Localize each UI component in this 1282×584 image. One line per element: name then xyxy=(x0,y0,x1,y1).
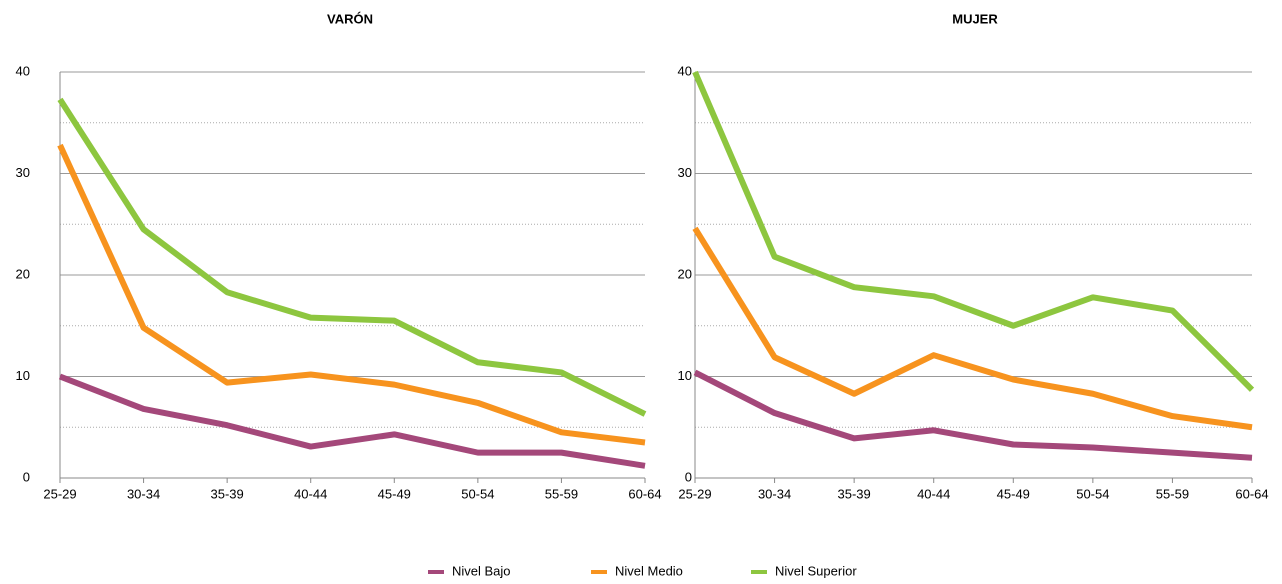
x-tick-label: 50-54 xyxy=(461,486,494,501)
y-tick-label: 30 xyxy=(16,165,30,180)
y-tick-label: 20 xyxy=(16,266,30,281)
y-tick-label: 10 xyxy=(678,368,692,383)
x-tick-label: 35-39 xyxy=(838,486,871,501)
x-tick-label: 60-64 xyxy=(628,486,661,501)
legend-label: Nivel Superior xyxy=(775,563,857,578)
series-line xyxy=(57,143,646,446)
x-tick-label: 35-39 xyxy=(211,486,244,501)
y-tick-label: 40 xyxy=(678,63,692,78)
x-tick-label: 30-34 xyxy=(127,486,160,501)
x-tick-label: 60-64 xyxy=(1235,486,1268,501)
x-tick-label: 55-59 xyxy=(1156,486,1189,501)
x-tick-label: 25-29 xyxy=(678,486,711,501)
legend-label: Nivel Medio xyxy=(615,563,683,578)
x-tick-label: 45-49 xyxy=(378,486,411,501)
chart-title: VARÓN xyxy=(327,11,373,26)
x-tick-label: 30-34 xyxy=(758,486,791,501)
series-line xyxy=(693,369,1253,461)
y-tick-label: 20 xyxy=(678,266,692,281)
y-tick-label: 30 xyxy=(678,165,692,180)
y-tick-label: 40 xyxy=(16,63,30,78)
x-tick-label: 45-49 xyxy=(997,486,1030,501)
series-line xyxy=(692,226,1253,431)
legend-label: Nivel Bajo xyxy=(452,563,511,578)
y-tick-label: 0 xyxy=(685,469,692,484)
series-line xyxy=(692,70,1255,392)
y-tick-label: 10 xyxy=(16,368,30,383)
y-tick-label: 0 xyxy=(23,469,30,484)
x-tick-label: 40-44 xyxy=(917,486,950,501)
chart-title: MUJER xyxy=(952,11,998,26)
x-tick-label: 40-44 xyxy=(294,486,327,501)
series-line xyxy=(57,97,647,417)
x-tick-label: 55-59 xyxy=(545,486,578,501)
x-tick-label: 50-54 xyxy=(1076,486,1109,501)
series-line xyxy=(58,373,646,469)
x-tick-label: 25-29 xyxy=(43,486,76,501)
